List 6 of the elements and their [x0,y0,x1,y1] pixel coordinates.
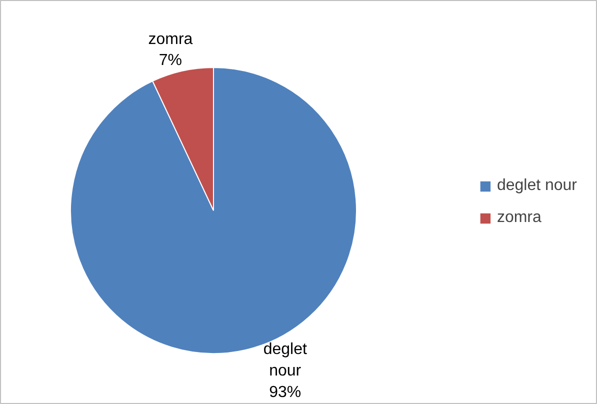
slice-label: deglet nour [263,341,308,380]
legend-label: deglet nour [496,177,577,195]
legend-label: zomra [496,209,542,227]
data-label: 93% [269,384,302,401]
slice-label: zomra [148,30,193,48]
data-label: 7% [158,52,182,70]
